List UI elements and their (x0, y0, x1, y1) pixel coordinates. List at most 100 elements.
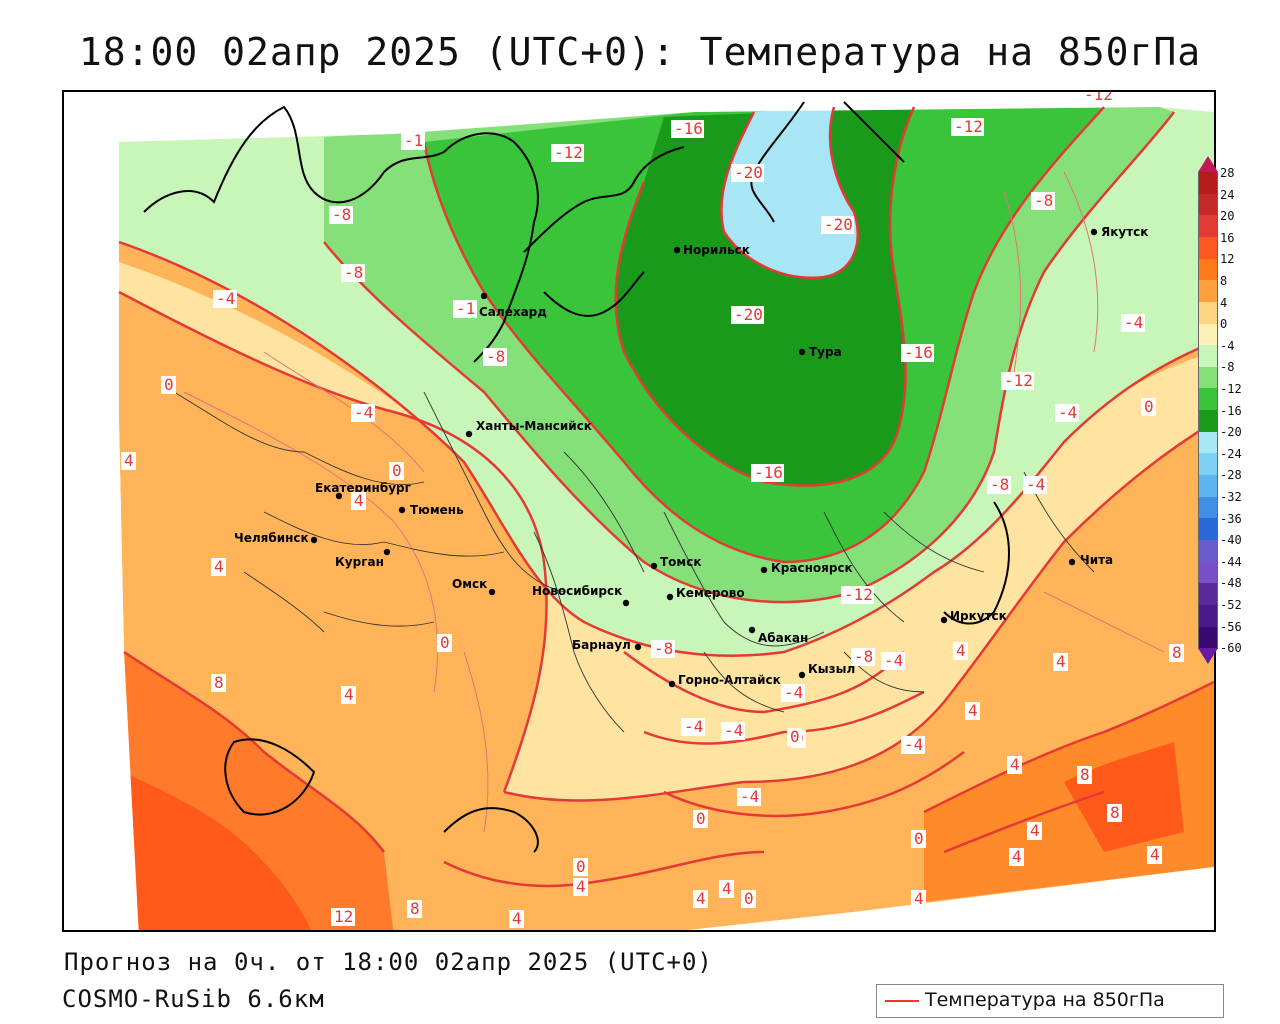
contour-label-bg (681, 718, 705, 736)
contour-label: 4 (914, 889, 924, 908)
city-dot (398, 506, 406, 514)
temperature-map: Якутск Норильск Салехард Тура Ханты-Мансийск… (62, 90, 1216, 932)
contour-label: -8 (486, 347, 505, 366)
contour-label-bg (881, 652, 905, 670)
contour-label-bg (1077, 766, 1092, 784)
colorbar-tick-label: 28 (1220, 166, 1235, 180)
contour-label-bg (329, 206, 353, 224)
contour-label-bg (821, 216, 854, 234)
contour-label-bg (987, 476, 1011, 494)
colorbar-segment (1198, 561, 1218, 584)
contour-label: 4 (344, 685, 354, 704)
contour-label: -1 (404, 131, 423, 150)
contour-label: 4 (1150, 845, 1160, 864)
contour-label-bg (1053, 653, 1068, 671)
contour-label-bg (1007, 756, 1022, 774)
colorbar-segment (1198, 626, 1218, 649)
contour-label: 0 (696, 809, 706, 828)
contour-label: -4 (1026, 475, 1045, 494)
colorbar-tick-label: -24 (1220, 446, 1242, 461)
contour-label-bg (911, 890, 926, 908)
contour-label-bg (781, 684, 805, 702)
contour-label: -20 (824, 215, 853, 234)
city-dot (310, 536, 318, 544)
colorbar-tick-label: 24 (1220, 187, 1235, 202)
contour-label: 4 (1012, 847, 1022, 866)
contour-label: -8 (332, 205, 351, 224)
contour-label-bg (1121, 314, 1145, 332)
near-zero-belt (119, 262, 1214, 801)
contour-label-bg (721, 722, 745, 740)
contour-label: 4 (956, 641, 966, 660)
city-markers: Якутск Норильск Салехард Тура Ханты-Мансийск… (234, 225, 1148, 688)
contour-label: 0 (392, 461, 402, 480)
contour-label-bg (951, 118, 984, 136)
city-dot (488, 588, 496, 596)
contour-label-bg (787, 728, 802, 746)
contour-label-bg (953, 642, 968, 660)
city-dot (798, 671, 806, 679)
outside-domain-left (64, 142, 139, 930)
colorbar-segment (1198, 301, 1218, 324)
contour-label: -12 (1004, 371, 1033, 390)
city-label: Курган (335, 555, 384, 569)
city-dot (383, 548, 391, 556)
colorbar-tick-label: -52 (1220, 598, 1242, 612)
contour-label-bg (573, 858, 588, 876)
contour-label-bg (331, 908, 355, 926)
contour-label: 4 (1030, 821, 1040, 840)
colorbar-tick-label: 20 (1220, 209, 1235, 224)
contour-label-bg (1031, 192, 1055, 210)
city-dot (1090, 228, 1098, 236)
outside-domain-top (64, 92, 1214, 147)
colorbar-tick-label: -60 (1220, 641, 1242, 656)
contour-label: -4 (1124, 313, 1143, 332)
colorbar-segment (1198, 323, 1218, 346)
region-borders (173, 391, 1095, 733)
city-dot (634, 643, 642, 651)
contour-label: -8 (1034, 191, 1053, 210)
contour-label: 0 (440, 633, 450, 652)
colorbar-segment (1198, 475, 1218, 498)
contour-label: -4 (684, 717, 703, 736)
contour-label: 8 (214, 673, 224, 692)
city-label: Норильск (683, 243, 750, 257)
contour-label-bg (1027, 822, 1042, 840)
city-dot (940, 616, 948, 624)
contour-label: -8 (654, 639, 673, 658)
contour-label-bg (389, 462, 404, 480)
colorbar-tick-label: -12 (1220, 382, 1242, 396)
contour-label: 4 (968, 701, 978, 720)
contour-label-bg (407, 900, 422, 918)
legend-label: Температура на 850гПа (925, 989, 1165, 1011)
colorbar-segment (1198, 539, 1218, 563)
colorbar-segment (1198, 518, 1218, 541)
contour-label-bg (341, 686, 356, 704)
contour-label: -4 (784, 683, 803, 702)
contour-label-bg (341, 264, 365, 282)
contour-label: 4 (1010, 755, 1020, 774)
contour-label-bg (437, 634, 452, 652)
contour-label: 4 (214, 557, 224, 576)
contour-label-bg (741, 890, 756, 908)
contour-label-bg (1001, 372, 1034, 390)
contour-label: -16 (674, 119, 703, 138)
city-label: Омск (452, 577, 487, 591)
contour-label-bg (351, 404, 375, 422)
contour-label-bg (719, 880, 734, 898)
map-svg: Якутск Норильск Салехард Тура Ханты-Мансийск… (64, 92, 1214, 930)
colorbar-tick-label: -40 (1220, 533, 1242, 548)
colorbar-segment (1198, 215, 1218, 238)
contour-label: -12 (954, 117, 983, 136)
city-dot (748, 626, 756, 634)
city-dot (760, 566, 768, 574)
colorbar-tick-label: -36 (1220, 511, 1242, 526)
city-label: Челябинск (234, 531, 309, 545)
colorbar-segment (1198, 366, 1218, 389)
contour-label-bg (1081, 92, 1114, 104)
contour-label: -4 (354, 403, 373, 422)
city-label: Салехард (479, 305, 547, 319)
contour-label: 4 (696, 889, 706, 908)
colorbar-tick-label: -4 (1220, 338, 1235, 353)
contour-label-bg (213, 290, 237, 308)
